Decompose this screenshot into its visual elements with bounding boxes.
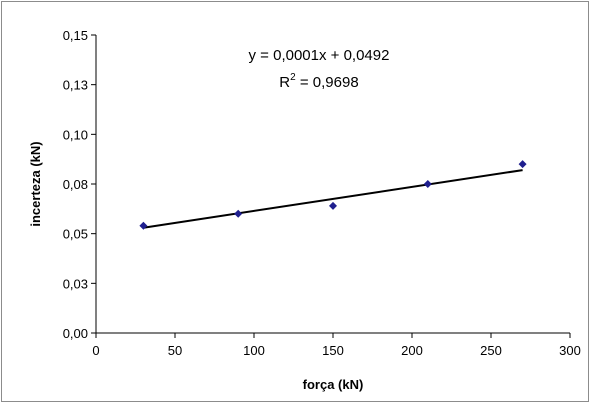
data-points: [139, 160, 527, 230]
data-point: [329, 201, 337, 210]
trendline-equation: y = 0,0001x + 0,0492: [249, 47, 390, 64]
y-axis-title: incerteza (kN): [28, 141, 43, 226]
y-tick-label: 0,03: [63, 276, 88, 291]
r-squared-exponent: 2: [290, 72, 296, 83]
y-tick-label: 0,00: [63, 326, 88, 341]
r-squared-value: = 0,9698: [296, 74, 359, 91]
r-squared-label: R2 = 0,9698: [279, 72, 358, 91]
x-tick-label: 0: [92, 343, 99, 358]
trendline: [143, 169, 523, 229]
x-axis-ticks: 0 50 100 150 200 250 300: [92, 333, 581, 358]
x-tick-label: 100: [243, 343, 265, 358]
data-point: [234, 209, 243, 218]
y-tick-label: 0,15: [63, 28, 88, 43]
data-point: [518, 160, 527, 169]
x-tick-label: 150: [322, 343, 344, 358]
y-tick-label: 0,10: [63, 127, 88, 142]
x-tick-label: 250: [480, 343, 502, 358]
y-tick-label: 0,13: [63, 78, 88, 93]
data-point: [423, 180, 432, 188]
x-tick-label: 300: [559, 343, 581, 358]
y-tick-label: 0,05: [63, 227, 88, 242]
x-axis-title: força (kN): [303, 377, 364, 392]
x-tick-label: 50: [168, 343, 182, 358]
r-squared-symbol: R: [279, 74, 290, 91]
y-tick-label: 0,08: [63, 177, 88, 192]
x-tick-label: 200: [401, 343, 423, 358]
y-axis-ticks: 0,00 0,03 0,05 0,08 0,10 0,13 0,15: [63, 28, 96, 341]
data-point: [139, 221, 148, 230]
